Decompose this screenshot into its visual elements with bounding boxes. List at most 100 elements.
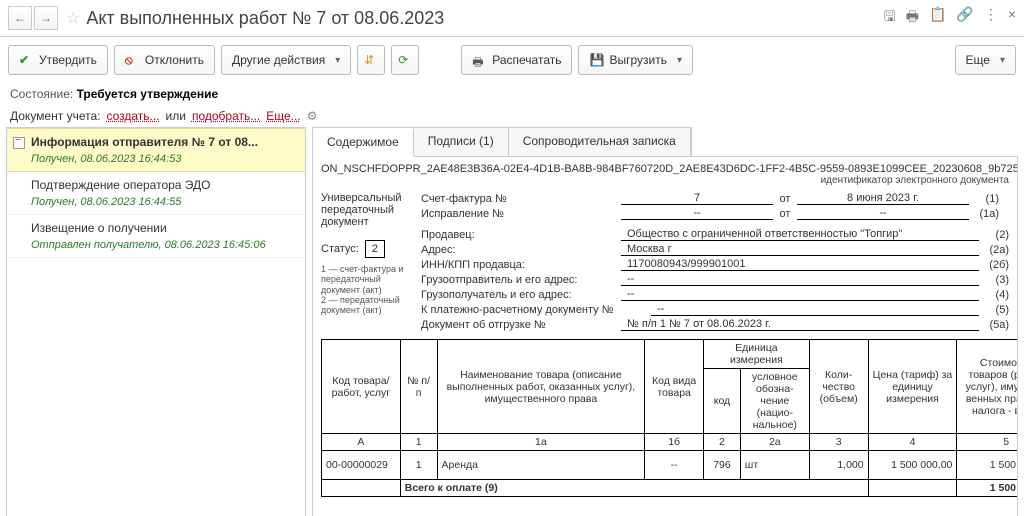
invoice-no: 7: [621, 192, 773, 205]
shipdoc-label: Документ об отгрузке №: [421, 319, 621, 331]
paydoc-label: К платежно-расчетному документу №: [421, 304, 651, 316]
print-button[interactable]: 🖶 Распечатать: [461, 45, 572, 75]
doc-id-note: идентификатор электронного документа: [313, 175, 1017, 186]
upd-title: Универсальный передаточный документ: [321, 192, 411, 228]
th-kind: Код вида товара: [645, 340, 704, 434]
other-actions-label: Другие действия: [232, 53, 325, 67]
cell-name: Аренда: [437, 451, 645, 480]
th-price: Цена (тариф) за единицу измерения: [868, 340, 957, 434]
nav-forward-button[interactable]: →: [34, 6, 58, 30]
tail-5: (5): [979, 304, 1009, 316]
clipboard-icon[interactable]: 📋: [929, 6, 946, 30]
cell-kind: --: [645, 451, 704, 480]
th-name: Наименование товара (описание выполненны…: [437, 340, 645, 434]
totals-cost: 1 500 000,00: [957, 480, 1018, 497]
doc-accounting-row: Документ учета: создать... или подобрать…: [0, 105, 1024, 127]
cell-cost: 1 500 000,00: [957, 451, 1018, 480]
inn-label: ИНН/КПП продавца:: [421, 259, 621, 271]
shipper-label: Грузоотправитель и его адрес:: [421, 274, 621, 286]
doc-content: ON_NSCHFDOPPR_2AE48E3B36A-02E4-4D1B-BA8B…: [312, 156, 1018, 516]
approve-label: Утвердить: [39, 53, 97, 67]
items-table: Код товара/ работ, услуг № п/п Наименова…: [321, 339, 1018, 497]
more-button[interactable]: Еще: [955, 45, 1016, 75]
status-footnote: 1 — счет-фактура и передаточный документ…: [321, 264, 411, 316]
invoice-no-label: Счет-фактура №: [421, 193, 621, 205]
cc-1: 1: [400, 434, 437, 451]
reject-label: Отклонить: [145, 53, 204, 67]
cc-5: 5: [957, 434, 1018, 451]
state-value: Требуется утверждение: [77, 87, 219, 101]
favorite-icon[interactable]: ☆: [66, 8, 80, 28]
from-label-2: от: [773, 208, 797, 220]
tree-button[interactable]: ⇵: [357, 45, 385, 75]
status-tree: Информация отправителя № 7 от 08... Полу…: [6, 127, 306, 516]
more-link[interactable]: Еще...: [266, 109, 300, 123]
correction-no: --: [621, 207, 773, 220]
close-icon[interactable]: ×: [1008, 6, 1016, 30]
status-box: 2: [365, 240, 385, 258]
refresh-button[interactable]: ⟳: [391, 45, 419, 75]
print-icon[interactable]: 🖶: [906, 6, 919, 30]
totals-label: Всего к оплате (9): [400, 480, 868, 497]
tail-5a: (5а): [979, 319, 1009, 331]
tail-4: (4): [979, 289, 1009, 301]
status-label: Статус:: [321, 243, 359, 255]
tab-content[interactable]: Содержимое: [313, 129, 414, 157]
tree-node-operator-confirm[interactable]: Подтверждение оператора ЭДО Получен, 08.…: [7, 172, 305, 215]
save-icon[interactable]: 🖫: [884, 6, 896, 30]
title-toolbar: 🖫 🖶 📋 🔗 ⋮ ×: [884, 6, 1016, 30]
tree-node-title: Информация отправителя № 7 от 08...: [31, 135, 297, 149]
doc-id-line: ON_NSCHFDOPPR_2AE48E3B36A-02E4-4D1B-BA8B…: [313, 157, 1017, 175]
printer-icon: 🖶: [472, 53, 486, 67]
tree-node-sender-info[interactable]: Информация отправителя № 7 от 08... Полу…: [7, 128, 305, 172]
pick-link[interactable]: подобрать...: [192, 109, 260, 123]
title-bar: ← → ☆ Акт выполненных работ № 7 от 08.06…: [0, 0, 1024, 37]
consignee: --: [621, 288, 979, 301]
cc-2: 2: [704, 434, 741, 451]
tail-2: (2): [979, 229, 1009, 241]
export-button[interactable]: 💾Выгрузить: [578, 45, 693, 75]
doc-tabs: Содержимое Подписи (1) Сопроводительная …: [312, 127, 692, 156]
cell-price: 1 500 000,00: [868, 451, 957, 480]
tree-node-sub: Отправлен получателю, 08.06.2023 16:45:0…: [31, 239, 297, 251]
tail-1: (1): [969, 193, 999, 205]
tab-note[interactable]: Сопроводительная записка: [509, 128, 691, 156]
nav-back-button[interactable]: ←: [8, 6, 32, 30]
seller: Общество с ограниченной ответственностью…: [621, 228, 979, 241]
cell-unit-name: шт: [740, 451, 809, 480]
th-n: № п/п: [400, 340, 437, 434]
refresh-icon: ⟳: [398, 53, 412, 67]
tab-signatures[interactable]: Подписи (1): [414, 128, 509, 156]
reject-button[interactable]: ⦸Отклонить: [114, 45, 215, 75]
th-unit-name: условное обозна- чение (нацио- нальное): [740, 369, 809, 434]
correction-date: --: [797, 207, 969, 220]
approve-button[interactable]: ✔Утвердить: [8, 45, 108, 75]
cell-n: 1: [400, 451, 437, 480]
th-qty: Коли- чество (объем): [809, 340, 868, 434]
kebab-icon[interactable]: ⋮: [984, 6, 998, 30]
tail-3: (3): [979, 274, 1009, 286]
address-label: Адрес:: [421, 244, 621, 256]
link-icon[interactable]: 🔗: [956, 6, 973, 30]
invoice-date: 8 июня 2023 г.: [797, 192, 969, 205]
cell-qty: 1,000: [809, 451, 868, 480]
shipper: --: [621, 273, 979, 286]
tree-node-receipt-notice[interactable]: Извещение о получении Отправлен получате…: [7, 215, 305, 258]
tree-node-sub: Получен, 08.06.2023 16:44:55: [31, 196, 297, 208]
state-row: Состояние: Требуется утверждение: [0, 83, 1024, 105]
print-label: Распечатать: [492, 53, 561, 67]
tail-2b: (2б): [979, 259, 1009, 271]
cc-1b: 1б: [645, 434, 704, 451]
cell-code: 00-00000029: [322, 451, 401, 480]
th-cost: Стоимость товаров (работ, услуг), имущес…: [957, 340, 1018, 434]
more-label: Еще: [966, 53, 990, 67]
create-link[interactable]: создать...: [106, 109, 159, 123]
main-toolbar: ✔Утвердить ⦸Отклонить Другие действия ⇵ …: [0, 37, 1024, 83]
other-actions-button[interactable]: Другие действия: [221, 45, 351, 75]
hierarchy-icon: ⇵: [364, 53, 378, 67]
gear-icon[interactable]: ⚙: [307, 109, 318, 123]
shipdoc: № п/п 1 № 7 от 08.06.2023 г.: [621, 318, 979, 331]
th-unit-code: код: [704, 369, 741, 434]
download-icon: 💾: [589, 53, 603, 67]
inn: 1170080943/999901001: [621, 258, 979, 271]
